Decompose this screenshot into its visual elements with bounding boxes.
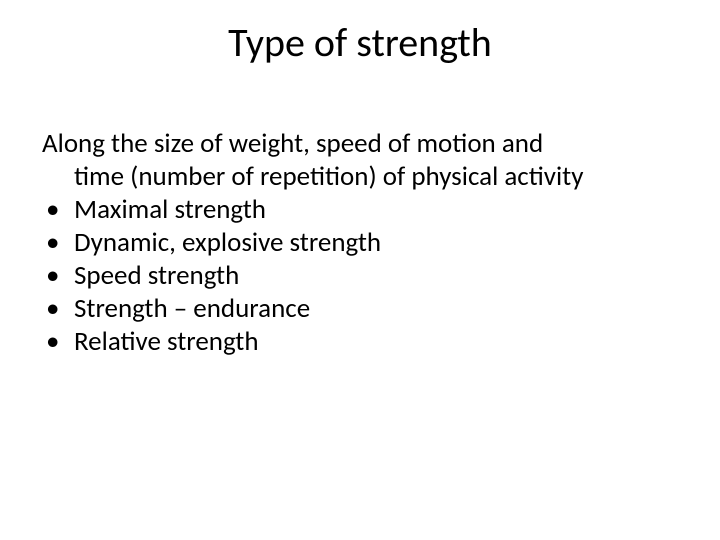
list-item: Dynamic, explosive strength (42, 227, 678, 260)
list-item: Speed strength (42, 260, 678, 293)
intro-line-2: time (number of repetition) of physical … (42, 161, 678, 194)
slide: Type of strength Along the size of weigh… (0, 0, 720, 540)
slide-body: Along the size of weight, speed of motio… (42, 128, 678, 359)
intro-text: Along the size of weight, speed of motio… (42, 128, 678, 194)
slide-title: Type of strength (0, 18, 720, 67)
intro-line-1: Along the size of weight, speed of motio… (42, 127, 543, 160)
bullet-list: Maximal strength Dynamic, explosive stre… (42, 194, 678, 359)
list-item: Maximal strength (42, 194, 678, 227)
list-item: Relative strength (42, 326, 678, 359)
list-item: Strength – endurance (42, 293, 678, 326)
